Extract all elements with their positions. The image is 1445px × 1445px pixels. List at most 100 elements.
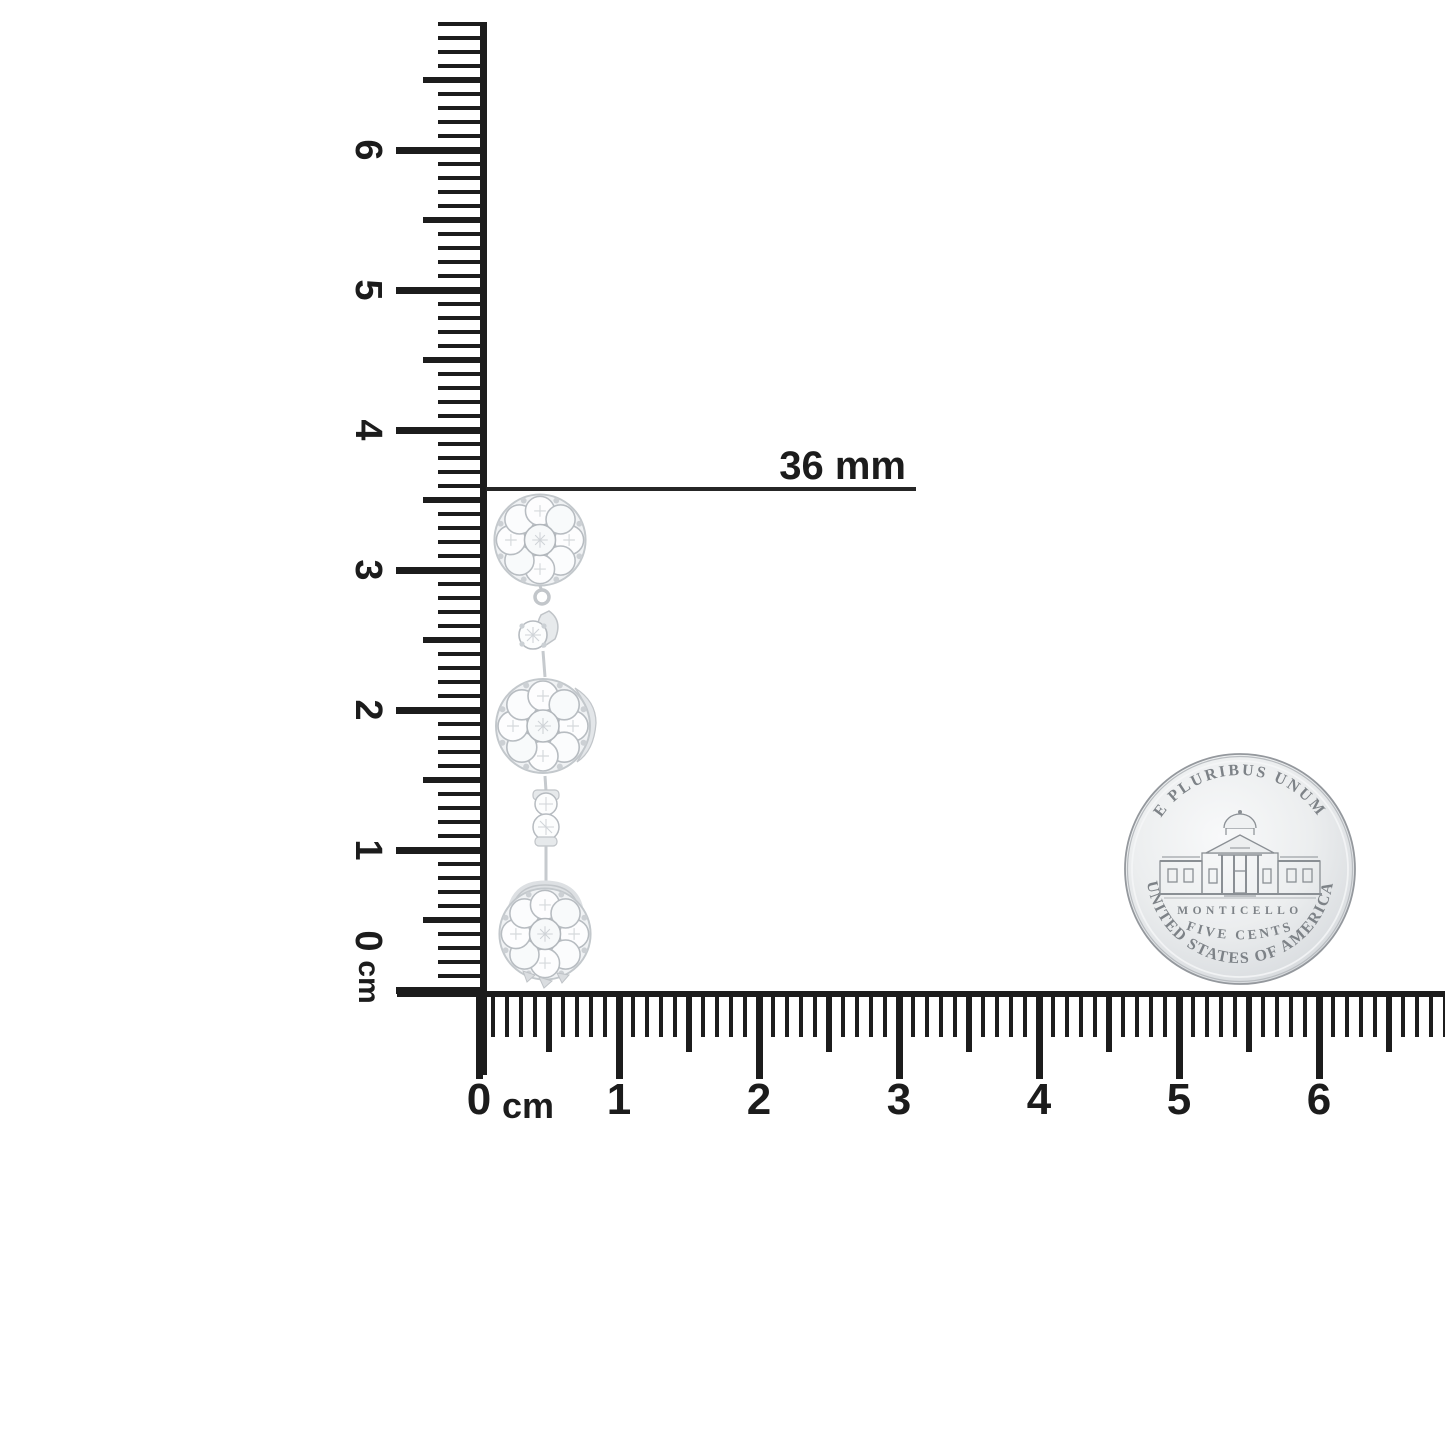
ruler-tick xyxy=(631,993,635,1037)
ruler-label: 6 xyxy=(1306,1075,1332,1124)
ruler-tick xyxy=(423,917,485,923)
ruler-tick xyxy=(438,372,485,376)
ruler-tick xyxy=(438,316,485,320)
ruler-tick xyxy=(855,993,859,1037)
ruler-tick xyxy=(438,330,485,334)
ruler-tick xyxy=(715,993,719,1037)
earring-middle-cluster xyxy=(495,678,591,774)
ruler-tick xyxy=(1415,993,1419,1037)
ruler-label: 3 xyxy=(347,559,389,581)
ruler-label: 6 xyxy=(347,139,389,161)
ruler-tick xyxy=(1191,993,1195,1037)
ruler-tick xyxy=(438,470,485,474)
ruler-tick xyxy=(438,456,485,460)
ruler-tick xyxy=(438,820,485,824)
ruler-label: 5 xyxy=(347,279,389,301)
ruler-tick xyxy=(995,993,999,1037)
earring-top-cluster xyxy=(493,493,587,587)
ruler-tick xyxy=(1331,993,1335,1037)
ruler-tick xyxy=(491,993,495,1037)
ruler-tick xyxy=(1386,993,1392,1052)
ruler-tick xyxy=(438,904,485,908)
ruler-tick xyxy=(438,302,485,306)
ruler-tick xyxy=(1121,993,1125,1037)
ruler-tick xyxy=(841,993,845,1037)
ruler-tick xyxy=(1303,993,1307,1037)
ruler-tick xyxy=(475,993,483,1079)
coin-disc xyxy=(1124,753,1356,985)
ruler-tick xyxy=(519,993,523,1037)
ruler-tick xyxy=(438,974,485,978)
ruler-tick xyxy=(771,993,775,1037)
ruler-tick xyxy=(1359,993,1363,1037)
ruler-tick xyxy=(438,736,485,740)
ruler-tick xyxy=(423,497,485,503)
ruler-tick xyxy=(438,22,485,26)
ruler-tick xyxy=(1009,993,1013,1037)
ruler-tick xyxy=(953,993,957,1037)
ruler-tick xyxy=(396,986,485,994)
vertical-ruler-line xyxy=(480,22,487,1075)
ruler-tick xyxy=(396,146,485,154)
ruler-tick xyxy=(589,993,593,1037)
ruler-tick xyxy=(438,666,485,670)
ruler-tick xyxy=(438,204,485,208)
ruler-tick xyxy=(438,274,485,278)
ruler-tick xyxy=(1233,993,1237,1037)
ruler-tick xyxy=(826,993,832,1052)
ruler-label: 1 xyxy=(606,1075,632,1124)
ruler-tick xyxy=(911,993,915,1037)
ruler-tick xyxy=(438,554,485,558)
ruler-tick xyxy=(1275,993,1279,1037)
ruler-tick xyxy=(438,512,485,516)
ruler-tick xyxy=(396,706,485,714)
ruler-label: 4 xyxy=(347,419,389,441)
ruler-tick xyxy=(438,176,485,180)
ruler-tick xyxy=(799,993,803,1037)
ruler-tick xyxy=(438,386,485,390)
ruler-tick xyxy=(1373,993,1377,1037)
ruler-tick xyxy=(438,582,485,586)
ruler-tick xyxy=(423,357,485,363)
ruler-tick xyxy=(438,932,485,936)
ruler-tick xyxy=(438,36,485,40)
ruler-tick xyxy=(966,993,972,1052)
ruler-tick xyxy=(1289,993,1293,1037)
ruler-tick xyxy=(981,993,985,1037)
ruler-label: 2 xyxy=(746,1075,772,1124)
ruler-tick xyxy=(438,414,485,418)
ruler-tick xyxy=(438,722,485,726)
ruler-tick xyxy=(1093,993,1097,1037)
ruler-tick xyxy=(396,566,485,574)
ruler-tick xyxy=(438,694,485,698)
earring-image xyxy=(493,493,597,989)
coin-inscription-building: MONTICELLO xyxy=(1177,905,1303,917)
ruler-tick xyxy=(438,806,485,810)
earring-prongs xyxy=(522,970,570,989)
earring-connector xyxy=(532,789,560,847)
ruler-tick xyxy=(546,993,552,1052)
ruler-tick xyxy=(438,92,485,96)
ruler-unit-label: cm xyxy=(502,1085,555,1126)
ruler-tick xyxy=(701,993,705,1037)
horizontal-ruler-line xyxy=(397,991,1445,997)
ruler-tick xyxy=(575,993,579,1037)
ruler-tick xyxy=(396,286,485,294)
ruler-tick xyxy=(438,134,485,138)
ruler-tick xyxy=(438,442,485,446)
ruler-tick xyxy=(1246,993,1252,1052)
ruler-tick xyxy=(438,946,485,950)
ruler-tick xyxy=(438,50,485,54)
ruler-tick xyxy=(438,64,485,68)
ruler-tick xyxy=(1315,993,1323,1079)
ruler-tick xyxy=(1261,993,1265,1037)
ruler-tick xyxy=(438,162,485,166)
ruler-tick xyxy=(925,993,929,1037)
ruler-tick xyxy=(438,680,485,684)
ruler-tick xyxy=(1401,993,1405,1037)
ruler-tick xyxy=(438,764,485,768)
ruler-tick xyxy=(1035,993,1043,1079)
ruler-tick xyxy=(396,426,485,434)
